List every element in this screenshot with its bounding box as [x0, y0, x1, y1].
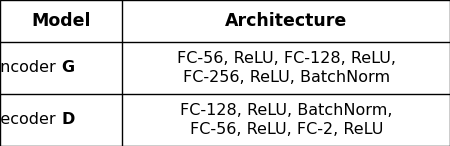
Text: Model: Model [32, 12, 91, 30]
Text: Architecture: Architecture [225, 12, 347, 30]
Text: G: G [61, 60, 74, 75]
Text: FC-128, ReLU, BatchNorm,
FC-56, ReLU, FC-2, ReLU: FC-128, ReLU, BatchNorm, FC-56, ReLU, FC… [180, 103, 392, 137]
Text: Decoder: Decoder [0, 112, 61, 127]
Text: FC-56, ReLU, FC-128, ReLU,
FC-256, ReLU, BatchNorm: FC-56, ReLU, FC-128, ReLU, FC-256, ReLU,… [177, 51, 396, 85]
Text: D: D [61, 112, 75, 127]
Text: Encoder: Encoder [0, 60, 61, 75]
